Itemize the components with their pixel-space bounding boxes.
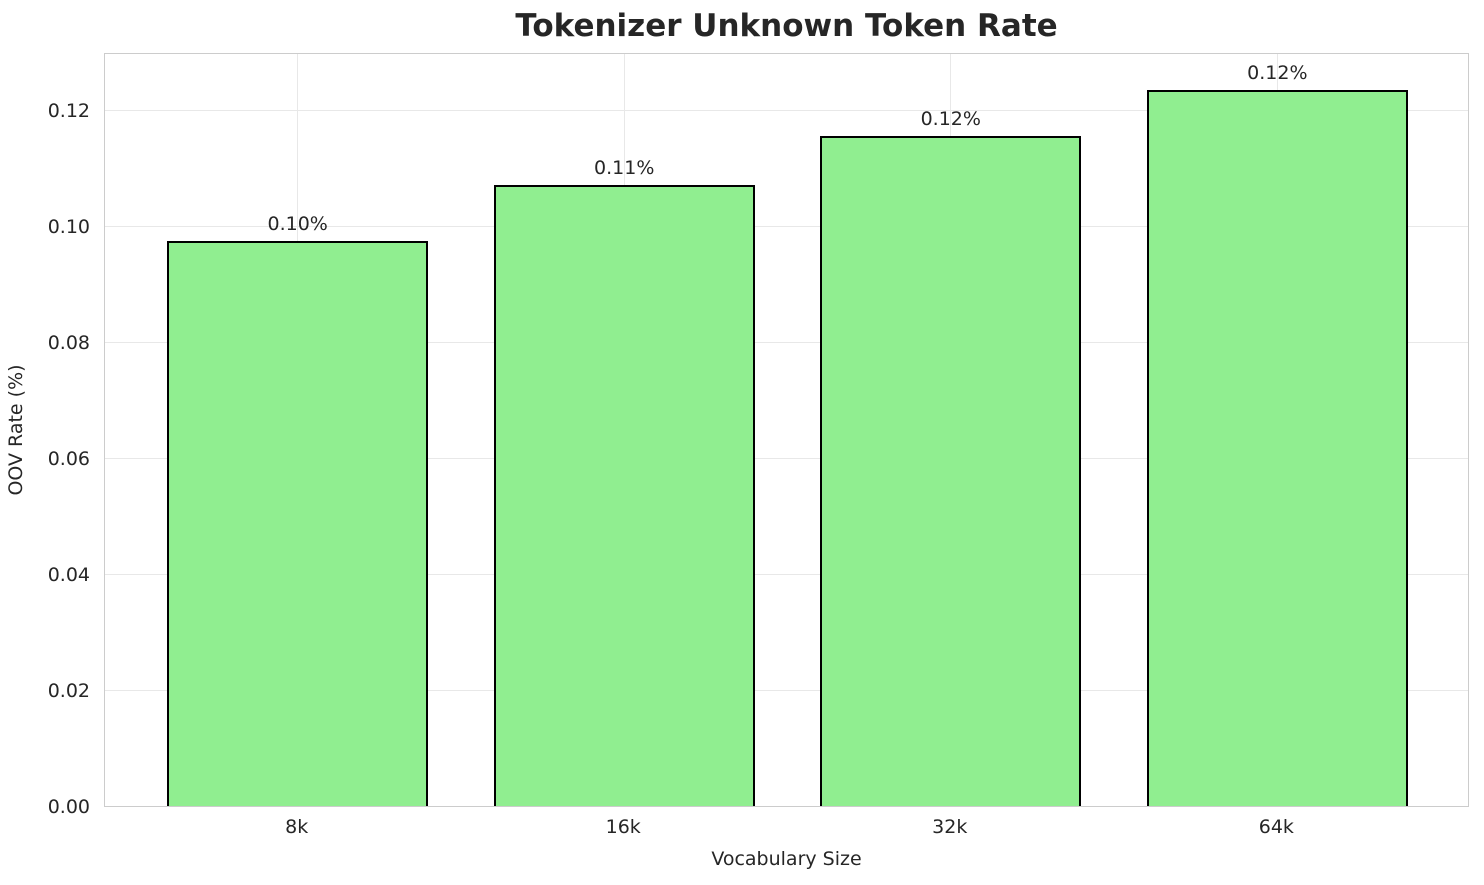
y-tick-label-0.02: 0.02: [47, 680, 90, 702]
h-gridline-0.10: [105, 226, 1468, 227]
y-tick-label-0.06: 0.06: [47, 448, 90, 470]
h-gridline-0.04: [105, 574, 1468, 575]
y-tick-label-0.10: 0.10: [47, 216, 90, 238]
bar-value-label-64k: 0.12%: [1247, 61, 1308, 84]
x-tick-label-16k: 16k: [605, 816, 641, 838]
y-tick-label-0.12: 0.12: [47, 100, 90, 122]
x-axis-label: Vocabulary Size: [711, 848, 862, 870]
x-tick-label-64k: 64k: [1258, 816, 1294, 838]
x-tick-label-8k: 8k: [285, 816, 309, 838]
h-gridline-0.12: [105, 110, 1468, 111]
bar-64k: [1146, 89, 1408, 806]
y-tick-label-0.04: 0.04: [47, 564, 90, 586]
bar-value-label-32k: 0.12%: [920, 108, 981, 131]
bar-value-label-8k: 0.10%: [267, 212, 328, 235]
x-tick-label-32k: 32k: [932, 816, 968, 838]
bar-value-label-16k: 0.11%: [594, 157, 655, 180]
y-tick-label-0.00: 0.00: [47, 796, 90, 818]
h-gridline-0.06: [105, 458, 1468, 459]
bar-16k: [493, 185, 755, 806]
h-gridline-0.08: [105, 342, 1468, 343]
plot-area: 0.10% 0.11% 0.12% 0.12%: [104, 53, 1469, 807]
bar-32k: [820, 136, 1082, 806]
chart-title: Tokenizer Unknown Token Rate: [515, 8, 1058, 44]
h-gridline-0.02: [105, 690, 1468, 691]
y-axis-label: OOV Rate (%): [5, 364, 27, 496]
y-tick-label-0.08: 0.08: [47, 332, 90, 354]
bar-8k: [167, 240, 429, 806]
